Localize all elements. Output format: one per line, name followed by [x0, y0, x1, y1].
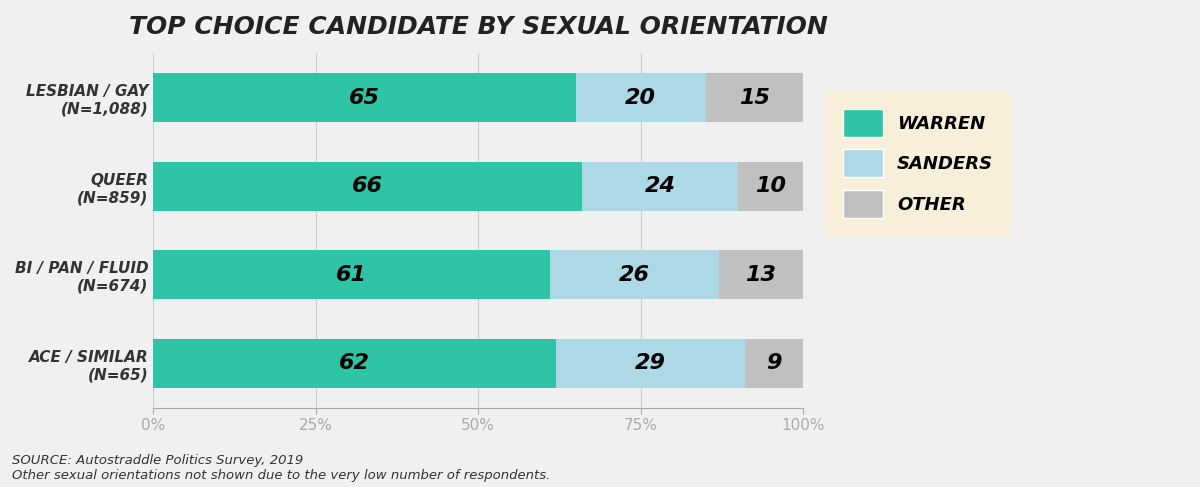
Bar [706, 74, 803, 122]
Bar [154, 339, 556, 388]
Bar [582, 162, 738, 210]
Bar [576, 74, 706, 122]
Text: 24: 24 [644, 176, 676, 196]
Text: 66: 66 [353, 176, 383, 196]
Text: 26: 26 [619, 265, 649, 285]
Text: 20: 20 [625, 88, 656, 108]
Bar [154, 162, 582, 210]
Text: 13: 13 [745, 265, 776, 285]
Bar [556, 339, 744, 388]
Text: 62: 62 [340, 354, 371, 374]
Title: TOP CHOICE CANDIDATE BY SEXUAL ORIENTATION: TOP CHOICE CANDIDATE BY SEXUAL ORIENTATI… [128, 15, 828, 39]
Legend: WARREN, SANDERS, OTHER: WARREN, SANDERS, OTHER [824, 91, 1012, 236]
Text: 29: 29 [635, 354, 666, 374]
Text: 9: 9 [766, 354, 781, 374]
Bar [744, 339, 803, 388]
Text: 10: 10 [755, 176, 786, 196]
Bar [550, 250, 719, 299]
Text: 65: 65 [349, 88, 380, 108]
Bar [719, 250, 803, 299]
Bar [154, 250, 550, 299]
Text: 15: 15 [739, 88, 769, 108]
Bar [154, 74, 576, 122]
Bar [738, 162, 803, 210]
Text: 61: 61 [336, 265, 367, 285]
Text: SOURCE: Autostraddle Politics Survey, 2019
Other sexual orientations not shown d: SOURCE: Autostraddle Politics Survey, 20… [12, 454, 551, 482]
